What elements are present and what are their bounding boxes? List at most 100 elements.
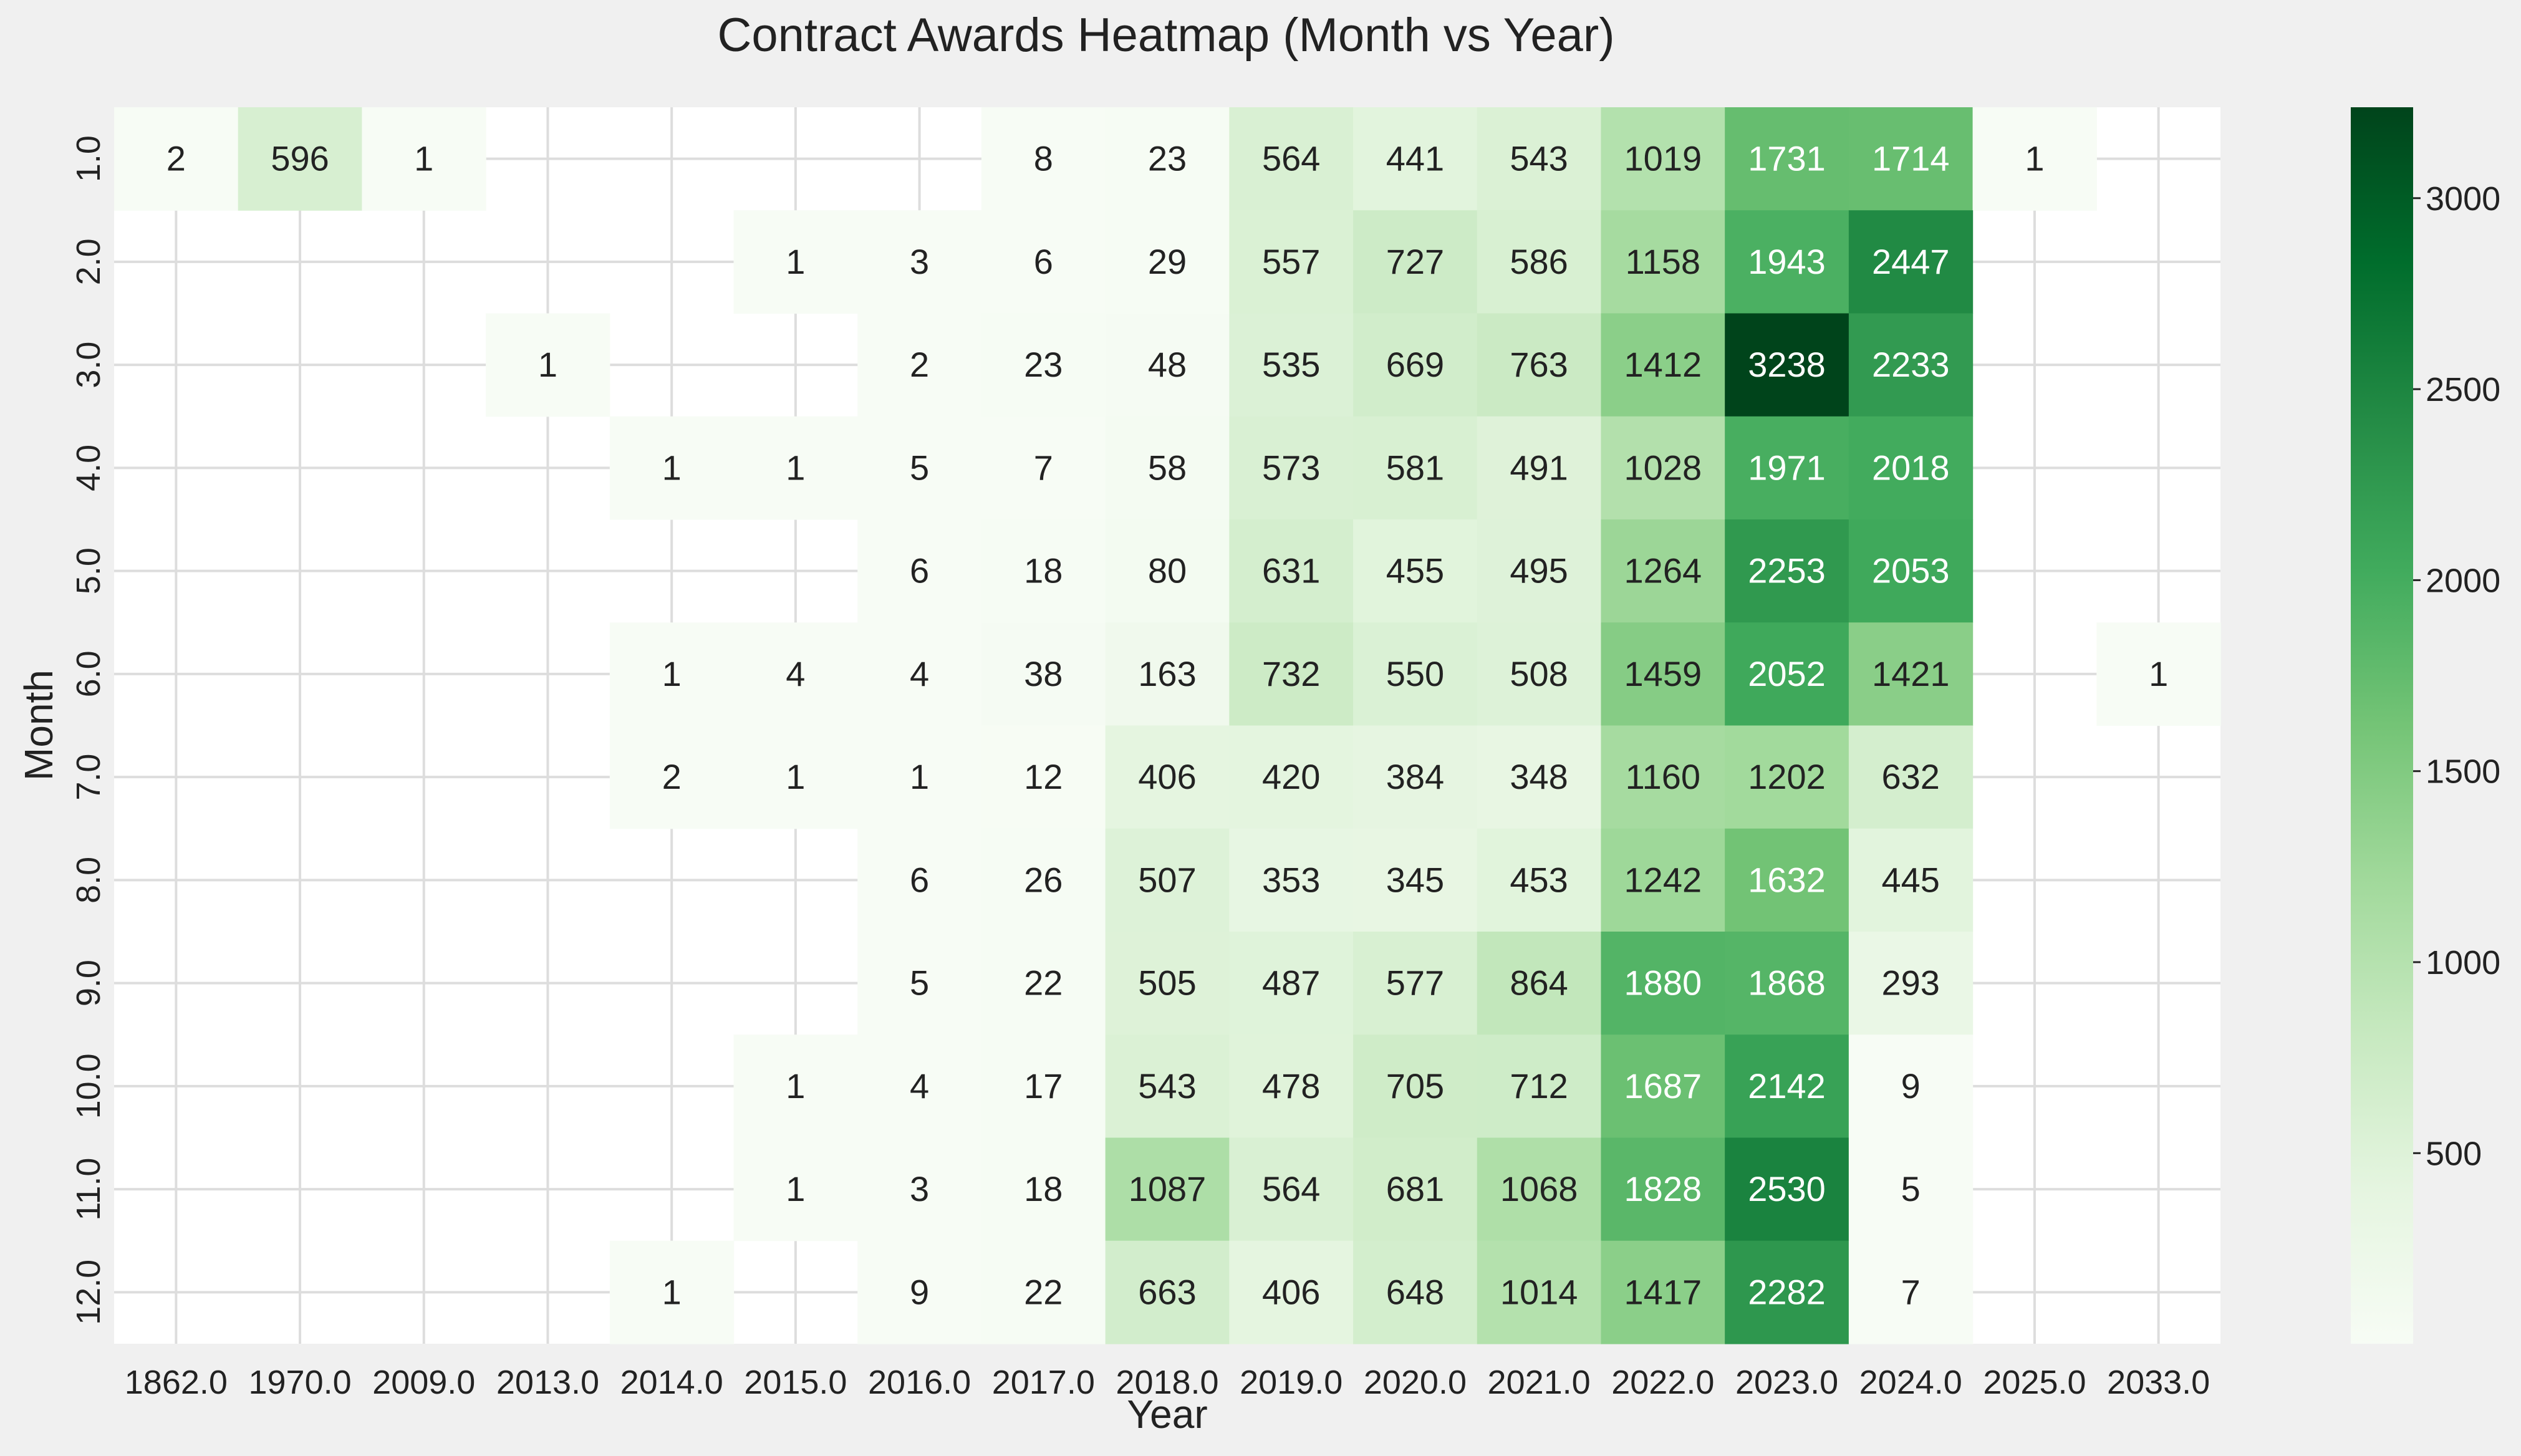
cell-value-label: 441 — [1386, 139, 1444, 178]
heatmap-cell — [1353, 313, 1478, 417]
x-tick-label: 2009.0 — [372, 1364, 475, 1401]
heatmap-cell — [733, 622, 858, 726]
heatmap-cell — [733, 1137, 858, 1241]
cell-value-label: 2447 — [1872, 242, 1950, 281]
cell-value-label: 543 — [1510, 139, 1568, 178]
heatmap-cell — [1848, 828, 1974, 932]
heatmap-cell — [1477, 725, 1602, 829]
heatmap-cell — [1353, 416, 1478, 520]
heatmap-cell — [1353, 1137, 1478, 1241]
cell-value-label: 1 — [786, 448, 805, 487]
heatmap-cell — [1105, 210, 1230, 314]
cell-value-label: 23 — [1148, 139, 1187, 178]
heatmap-cell — [1477, 1137, 1602, 1241]
heatmap-cell — [1848, 1034, 1974, 1139]
heatmap-cell — [1601, 932, 1725, 1035]
x-tick-label: 2019.0 — [1240, 1364, 1342, 1401]
heatmap-cell — [1601, 519, 1725, 623]
heatmap-cell — [1725, 107, 1849, 211]
heatmap-cell — [1725, 1240, 1849, 1344]
cell-value-label: 3 — [910, 242, 929, 281]
heatmap-cell — [2096, 622, 2221, 726]
cell-value-label: 4 — [786, 654, 805, 693]
heatmap-cell — [1105, 622, 1230, 726]
cell-value-label: 6 — [910, 860, 929, 899]
heatmap-cell — [1105, 416, 1230, 520]
cell-value-label: 1 — [786, 1066, 805, 1106]
heatmap-cell — [1353, 932, 1478, 1035]
y-axis-label: Month — [16, 670, 61, 781]
heatmap-cell — [609, 1240, 735, 1344]
heatmap-cell — [1848, 622, 1974, 726]
heatmap-cell — [1229, 313, 1354, 417]
heatmap-cell — [1229, 622, 1354, 726]
heatmap-cell — [1848, 210, 1974, 314]
cell-value-label: 1 — [662, 448, 682, 487]
cell-value-label: 1 — [2149, 654, 2168, 693]
colorbar-tick-label: 1000 — [2426, 944, 2500, 981]
cell-value-label: 18 — [1024, 1169, 1063, 1208]
cell-value-label: 1014 — [1500, 1272, 1578, 1311]
heatmap-cell — [857, 932, 982, 1035]
cell-value-label: 4 — [910, 1066, 929, 1106]
heatmap-cell — [1105, 519, 1230, 623]
colorbar-tick-label: 2000 — [2426, 562, 2500, 599]
cell-value-label: 80 — [1148, 551, 1187, 591]
cell-value-label: 763 — [1510, 345, 1568, 384]
heatmap-cell — [1848, 313, 1974, 417]
cell-value-label: 586 — [1510, 242, 1568, 281]
heatmap-cell — [981, 828, 1106, 932]
heatmap-cell — [1229, 828, 1354, 932]
heatmap-cell — [1601, 1240, 1725, 1344]
heatmap-cell — [1353, 107, 1478, 211]
cell-value-label: 557 — [1262, 242, 1320, 281]
y-tick-label: 12.0 — [70, 1260, 107, 1325]
heatmap-cell — [981, 725, 1106, 829]
heatmap-cell — [1601, 1137, 1725, 1241]
y-tick-label: 1.0 — [70, 135, 107, 182]
x-tick-label: 2021.0 — [1488, 1364, 1591, 1401]
cell-value-label: 1412 — [1624, 345, 1702, 384]
cell-value-label: 1714 — [1872, 139, 1950, 178]
cell-value-label: 1459 — [1624, 654, 1702, 693]
x-tick-label: 1970.0 — [248, 1364, 351, 1401]
cell-value-label: 732 — [1262, 654, 1320, 693]
heatmap-cell — [1229, 1240, 1354, 1344]
cell-value-label: 1158 — [1626, 242, 1700, 281]
cell-value-label: 293 — [1882, 963, 1940, 1003]
heatmap-cell — [1725, 416, 1849, 520]
cell-value-label: 1943 — [1748, 242, 1826, 281]
heatmap-cell — [1105, 725, 1230, 829]
heatmap-cell — [1229, 725, 1354, 829]
heatmap-cell — [1725, 1137, 1849, 1241]
x-tick-label: 2013.0 — [496, 1364, 599, 1401]
cell-value-label: 38 — [1024, 654, 1063, 693]
cell-value-label: 2 — [166, 139, 186, 178]
heatmap-cell — [857, 1137, 982, 1241]
heatmap-cell — [1105, 1137, 1230, 1241]
heatmap-cell — [1229, 932, 1354, 1035]
cell-value-label: 864 — [1510, 963, 1568, 1003]
cell-value-label: 632 — [1882, 757, 1940, 796]
heatmap-cell — [1477, 313, 1602, 417]
cell-value-label: 2 — [910, 345, 929, 384]
cell-value-label: 1 — [2025, 139, 2044, 178]
cell-value-label: 1028 — [1624, 448, 1702, 487]
heatmap-cell — [1229, 1137, 1354, 1241]
cell-value-label: 163 — [1138, 654, 1196, 693]
heatmap-cell — [114, 107, 239, 211]
cell-value-label: 455 — [1386, 551, 1444, 591]
x-tick-label: 1862.0 — [125, 1364, 228, 1401]
heatmap-cells — [114, 107, 2221, 1344]
cell-value-label: 577 — [1386, 963, 1444, 1003]
x-tick-label: 2014.0 — [620, 1364, 723, 1401]
heatmap-cell — [1725, 828, 1849, 932]
x-tick-label: 2024.0 — [1859, 1364, 1962, 1401]
heatmap-cell — [1105, 1240, 1230, 1344]
x-tick-label: 2033.0 — [2107, 1364, 2210, 1401]
heatmap-cell — [1601, 1034, 1725, 1139]
cell-value-label: 1242 — [1624, 860, 1702, 899]
cell-value-label: 712 — [1510, 1066, 1568, 1106]
heatmap-cell — [1353, 210, 1478, 314]
heatmap-cell — [1353, 1034, 1478, 1139]
